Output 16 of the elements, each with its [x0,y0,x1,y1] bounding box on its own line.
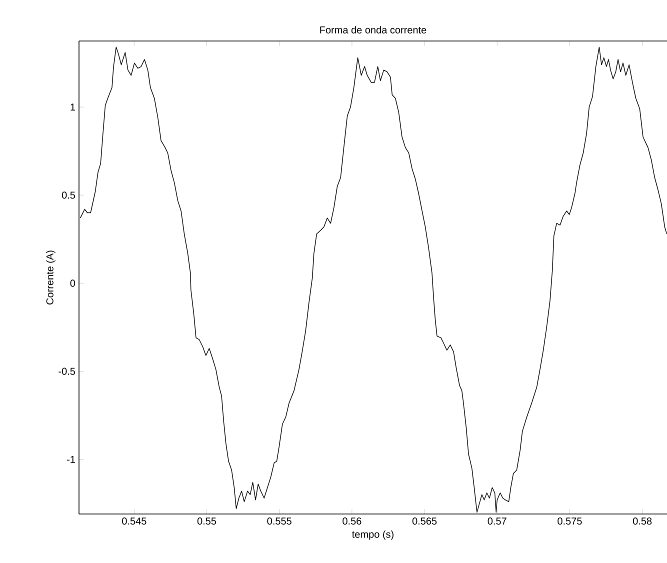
y-tick-label: 0 [70,280,76,287]
y-tick-label: -1 [67,456,75,463]
y-axis-title: Corrente (A) [46,250,56,304]
y-tick-label: 0.5 [62,192,76,199]
x-tick-label: 0.555 [267,518,292,525]
chart-title: Forma de onda corrente [320,26,426,34]
x-tick-label: 0.545 [122,518,146,525]
y-tick-label: -0.5 [58,368,76,375]
x-tick-label: 0.565 [412,518,437,525]
x-axis-title: tempo (s) [352,530,394,540]
x-tick-label: 0.56 [342,518,362,525]
y-tick-label: 1 [70,104,75,110]
x-tick-label: 0.58 [632,518,652,525]
x-tick-label: 0.57 [488,518,506,525]
x-tick-label: 0.55 [197,518,216,525]
x-tick-label: 0.575 [558,518,582,525]
